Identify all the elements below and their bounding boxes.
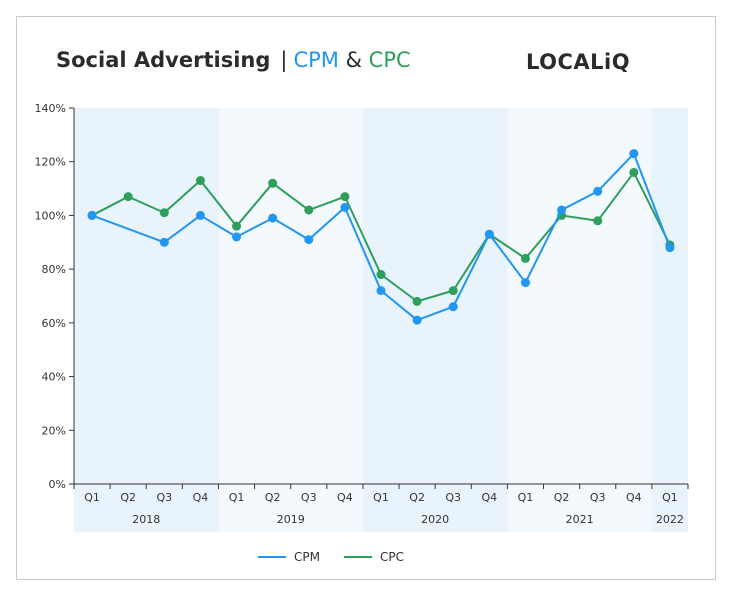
year-label: 2020	[421, 513, 449, 526]
title-ampersand: &	[345, 48, 362, 72]
data-point-cpm	[232, 232, 242, 242]
x-tick-label: Q2	[554, 491, 570, 504]
title-separator: |	[280, 48, 288, 72]
chart-title: Social Advertising | CPM & CPC	[56, 48, 411, 80]
data-point-cpc	[123, 192, 133, 202]
x-tick-label: Q2	[265, 491, 281, 504]
data-point-cpc	[376, 270, 386, 280]
data-point-cpm	[520, 278, 530, 288]
year-band-2019	[218, 108, 363, 532]
y-tick-label: 60%	[42, 317, 66, 330]
data-point-cpm	[557, 205, 567, 215]
y-tick-label: 40%	[42, 371, 66, 384]
data-point-cpm	[629, 149, 639, 159]
x-tick-label: Q3	[445, 491, 461, 504]
data-point-cpc	[629, 167, 639, 177]
data-point-cpm	[304, 235, 314, 245]
title-cpm: CPM	[293, 48, 339, 72]
year-label: 2021	[566, 513, 594, 526]
data-point-cpm	[87, 210, 97, 220]
year-label: 2019	[277, 513, 305, 526]
y-tick-label: 0%	[49, 478, 66, 491]
x-tick-label: Q3	[301, 491, 317, 504]
year-band-2021	[507, 108, 652, 532]
year-band-2018	[74, 108, 219, 532]
x-tick-label: Q1	[662, 491, 678, 504]
x-tick-label: Q1	[229, 491, 245, 504]
data-point-cpm	[195, 210, 205, 220]
year-label: 2022	[656, 513, 684, 526]
data-point-cpm	[593, 186, 603, 196]
x-tick-label: Q1	[518, 491, 534, 504]
data-point-cpc	[448, 286, 458, 296]
brand-logo: LOCALiQ	[526, 50, 631, 74]
series-line-cpm	[91, 152, 671, 322]
year-band-2022	[651, 108, 688, 532]
year-label: 2018	[132, 513, 160, 526]
x-tick-label: Q2	[409, 491, 425, 504]
x-tick-label: Q1	[84, 491, 100, 504]
data-point-cpc	[195, 176, 205, 186]
title-cpc: CPC	[368, 48, 411, 72]
data-point-cpm	[412, 315, 422, 325]
y-tick-label: 120%	[35, 156, 66, 169]
data-point-cpc	[304, 205, 314, 215]
x-tick-label: Q3	[156, 491, 172, 504]
data-point-cpm	[448, 302, 458, 312]
data-point-cpc	[520, 253, 530, 263]
data-point-cpm	[268, 213, 278, 223]
x-tick-label: Q2	[120, 491, 136, 504]
data-point-cpc	[340, 192, 350, 202]
x-tick-label: Q3	[590, 491, 606, 504]
data-point-cpm	[376, 286, 386, 296]
data-point-cpc	[412, 296, 422, 306]
x-tick-label: Q4	[193, 491, 209, 504]
data-point-cpm	[665, 243, 675, 253]
x-tick-label: Q4	[482, 491, 498, 504]
data-point-cpm	[340, 202, 350, 212]
legend-label-cpc: CPC	[380, 550, 404, 564]
y-tick-label: 100%	[35, 209, 66, 222]
x-tick-label: Q4	[626, 491, 642, 504]
year-band-2020	[362, 108, 508, 532]
legend-label-cpm: CPM	[294, 550, 320, 564]
y-tick-label: 80%	[42, 263, 66, 276]
data-point-cpc	[268, 178, 278, 188]
title-main: Social Advertising	[56, 48, 271, 72]
y-tick-label: 20%	[42, 424, 66, 437]
data-point-cpc	[593, 216, 603, 226]
x-tick-label: Q4	[337, 491, 353, 504]
x-tick-label: Q1	[373, 491, 389, 504]
y-tick-label: 140%	[35, 102, 66, 115]
data-point-cpm	[159, 237, 169, 247]
data-point-cpc	[232, 221, 242, 231]
data-point-cpm	[484, 229, 494, 239]
data-point-cpc	[159, 208, 169, 218]
